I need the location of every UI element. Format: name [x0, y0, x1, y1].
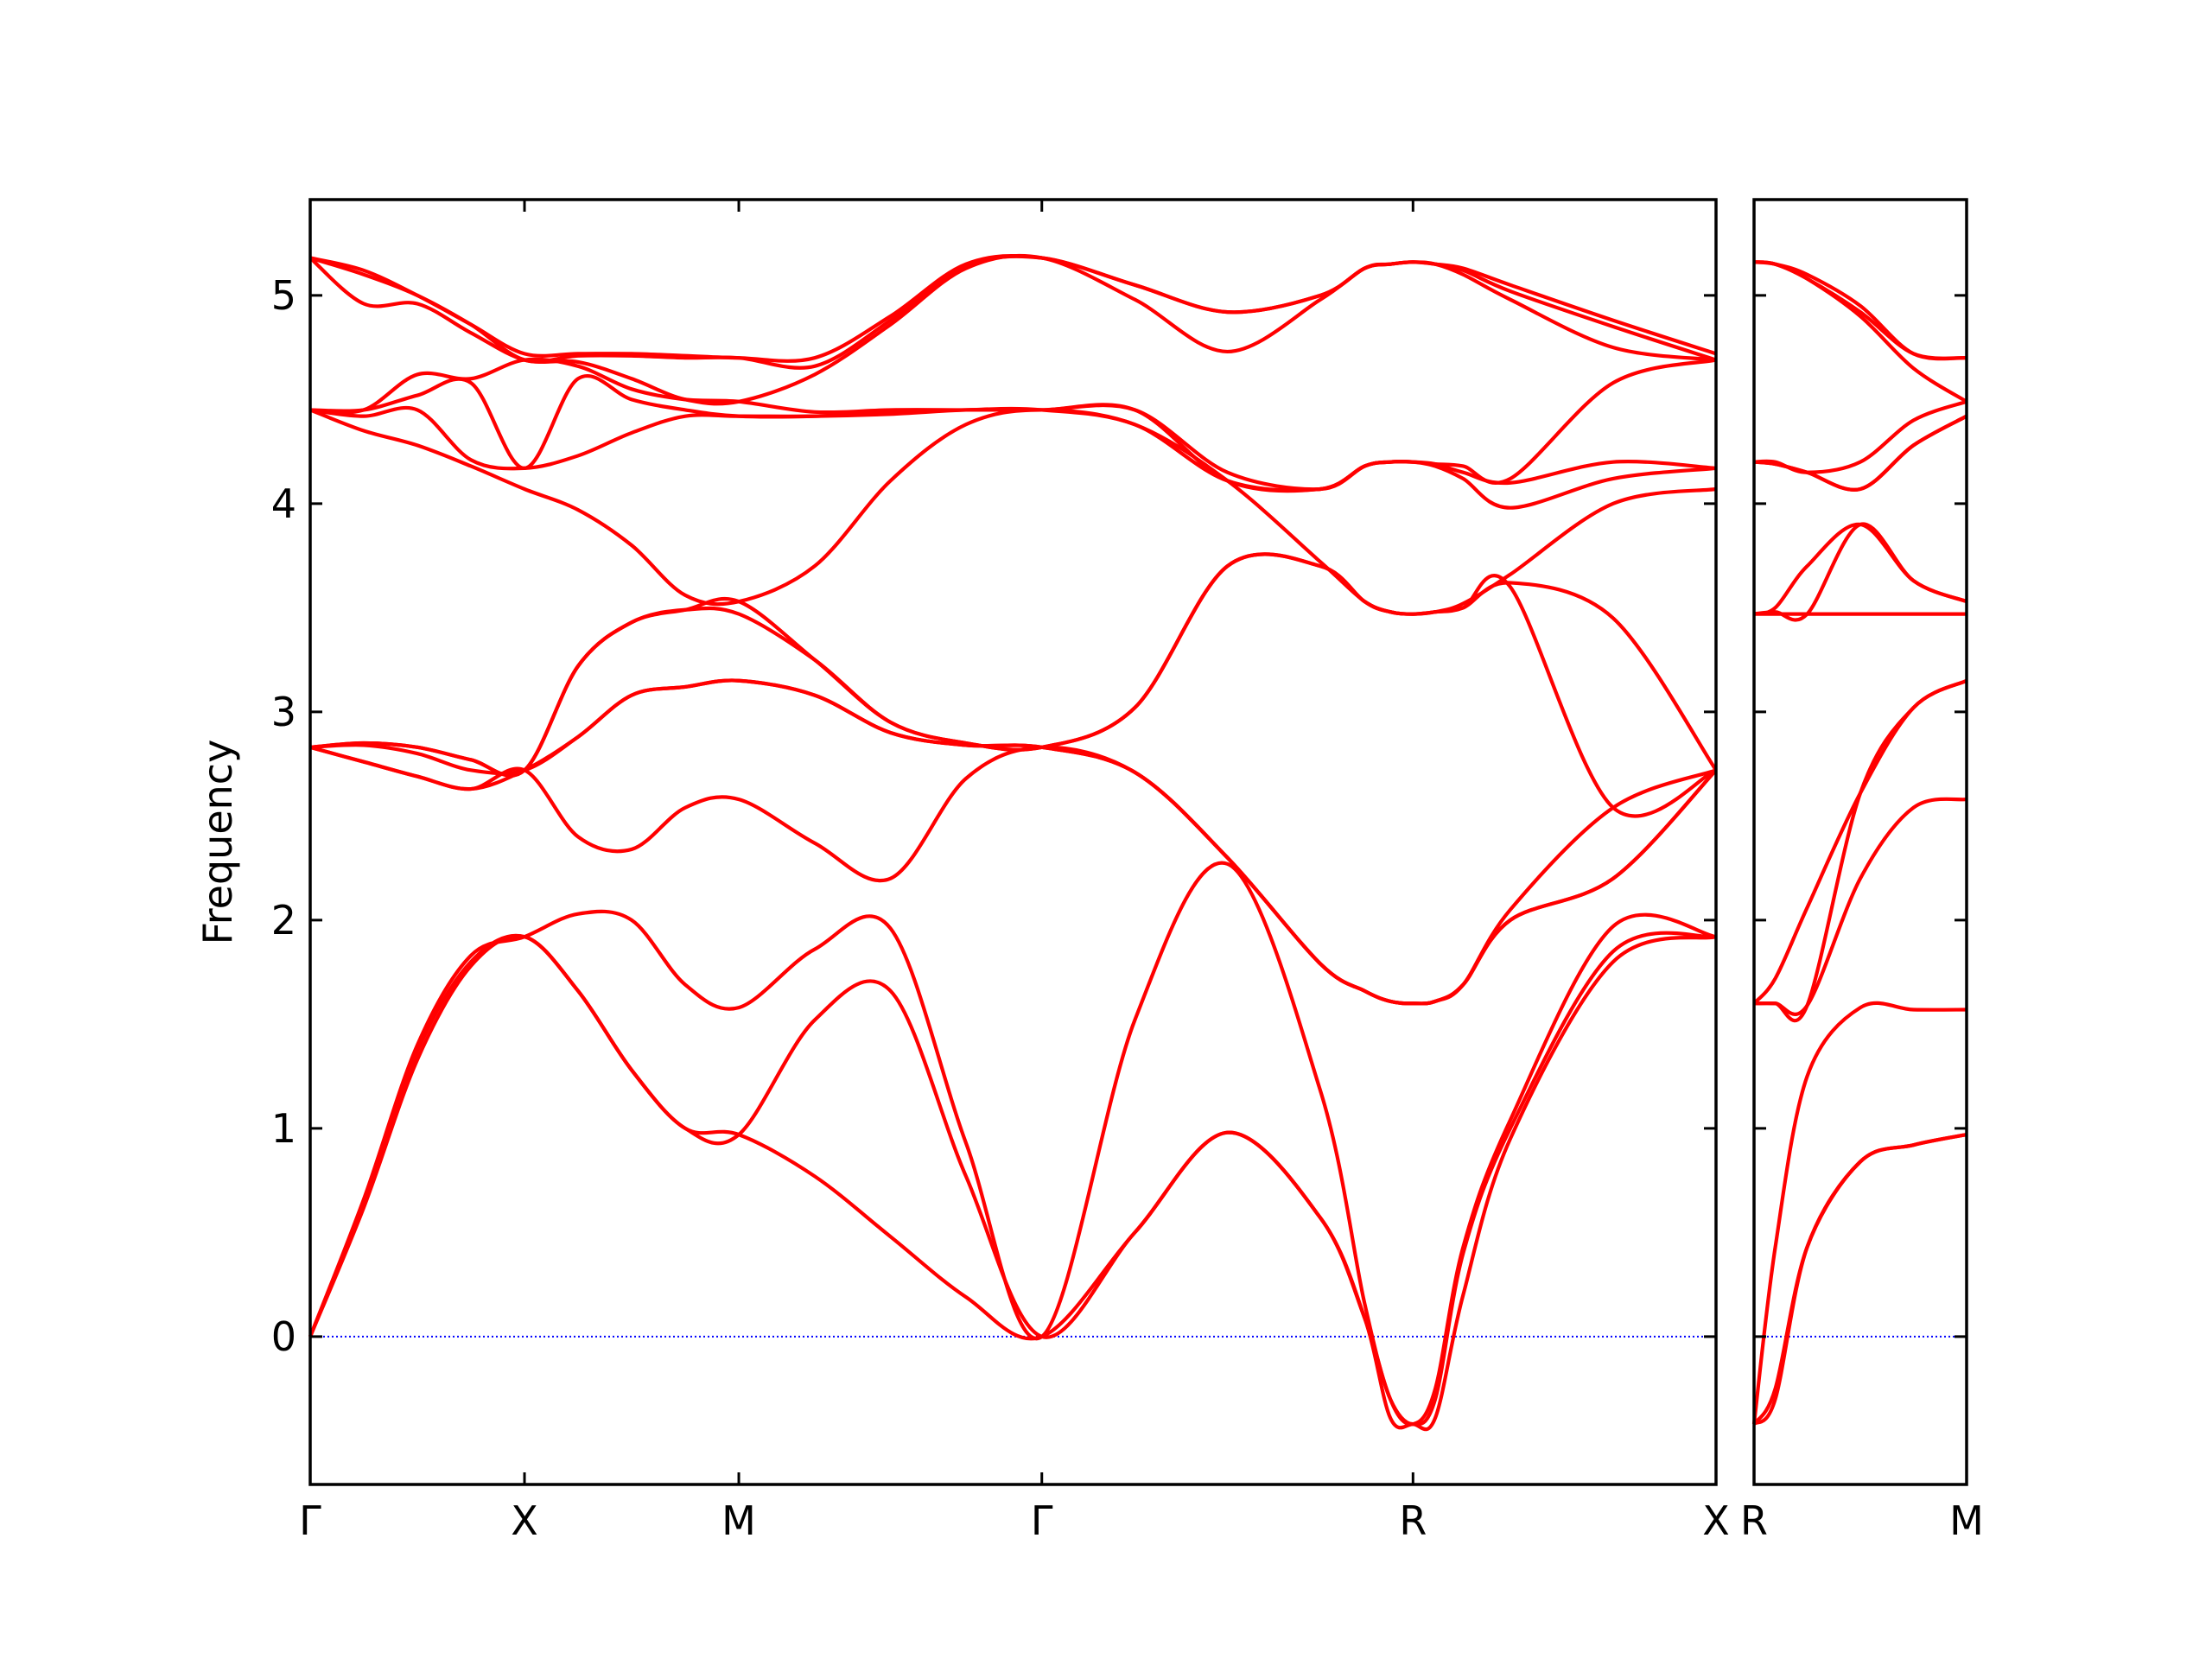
y-axis-label: Frequency: [194, 740, 241, 945]
band-line: [1753, 678, 1967, 1023]
band-line: [1752, 678, 1967, 1005]
x-tick-label: Γ: [299, 1497, 321, 1544]
band-line: [309, 552, 1718, 778]
axes-frame: [308, 198, 1718, 1486]
band-line: [309, 374, 1717, 493]
y-tick-label: 5: [271, 272, 296, 319]
band-line: [1753, 260, 1967, 361]
band-line: [1753, 260, 1968, 404]
y-tick-label: 0: [271, 1313, 296, 1360]
y-tick-label: 4: [271, 480, 296, 527]
band-line: [308, 931, 1717, 1427]
x-tick-label: M: [721, 1497, 756, 1544]
band-line: [309, 745, 1718, 1006]
band-line: [309, 253, 1717, 363]
band-line: [1753, 522, 1967, 616]
band-line: [309, 552, 1717, 818]
band-line: [1753, 797, 1967, 1016]
band-line: [1753, 260, 1967, 360]
x-tick-label: R: [1399, 1497, 1427, 1544]
band-line: [1752, 1133, 1967, 1426]
band-line: [308, 934, 1717, 1432]
band-line: [1751, 1001, 1967, 1425]
y-tick-label: 2: [271, 897, 296, 944]
band-line: [308, 253, 1717, 406]
x-tick-label: X: [511, 1497, 538, 1544]
x-tick-label: M: [1949, 1497, 1984, 1544]
band-line: [1753, 414, 1968, 492]
band-line: [308, 861, 1717, 1427]
band-line: [1753, 399, 1967, 474]
x-tick-label: Γ: [1031, 1497, 1053, 1544]
band-line: [1753, 522, 1967, 622]
band-line: [309, 678, 1717, 1006]
band-line: [309, 678, 1718, 1006]
band-line: [1753, 414, 1968, 492]
y-tick-label: 3: [271, 689, 296, 735]
axes-frame: [1752, 198, 1968, 1486]
x-tick-label: R: [1740, 1497, 1768, 1544]
band-line: [309, 405, 1717, 510]
y-tick-label: 1: [271, 1105, 296, 1152]
x-tick-label: X: [1702, 1497, 1730, 1544]
